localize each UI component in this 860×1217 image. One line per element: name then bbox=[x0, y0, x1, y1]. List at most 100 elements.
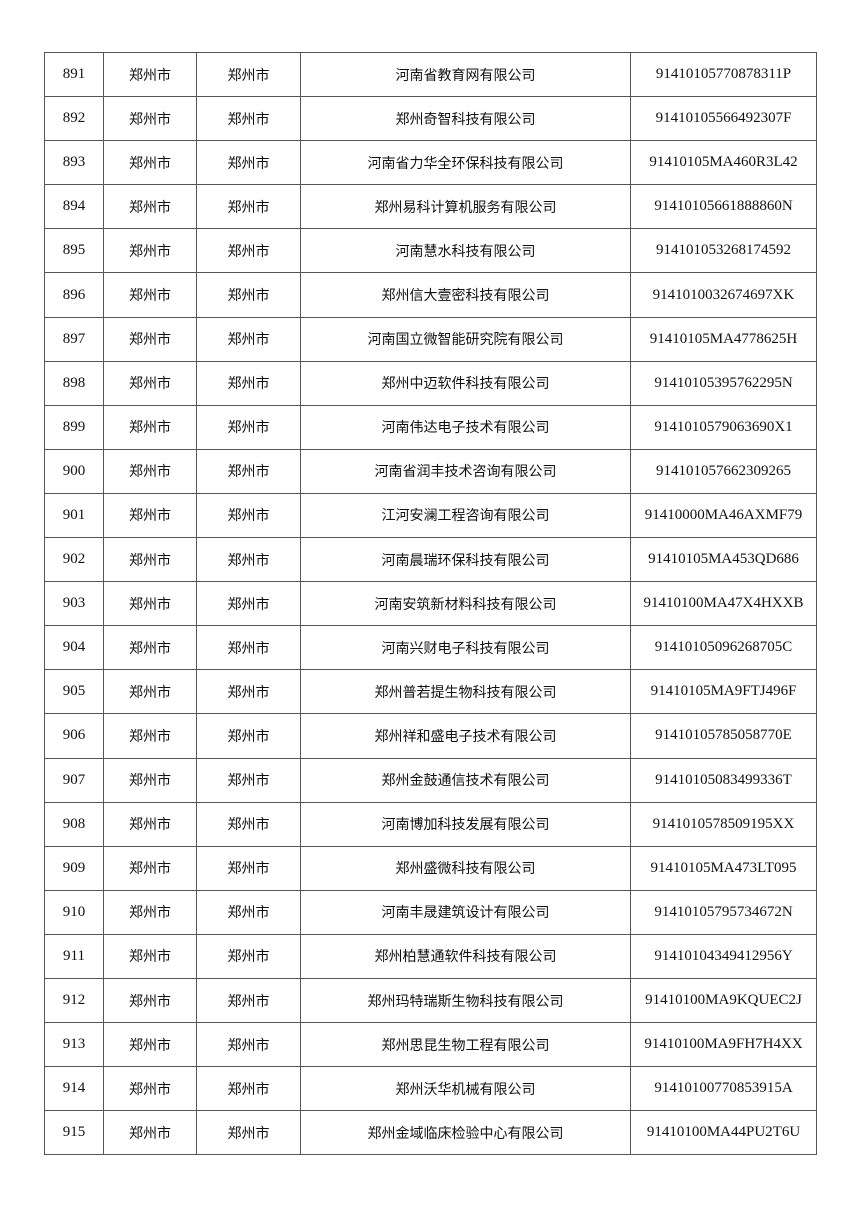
table-row: 909 郑州市 郑州市 郑州盛微科技有限公司 91410105MA473LT095 bbox=[44, 845, 817, 891]
row-number: 909 bbox=[44, 845, 104, 891]
city-cell: 郑州市 bbox=[103, 360, 197, 406]
city-cell: 郑州市 bbox=[103, 404, 197, 450]
district-cell: 郑州市 bbox=[196, 977, 301, 1024]
row-number: 893 bbox=[44, 140, 104, 186]
city-cell: 郑州市 bbox=[103, 977, 197, 1024]
row-number: 913 bbox=[44, 1022, 104, 1068]
row-number: 904 bbox=[44, 625, 104, 671]
district-cell: 郑州市 bbox=[196, 889, 301, 935]
district-cell: 郑州市 bbox=[196, 228, 301, 274]
city-cell: 郑州市 bbox=[103, 272, 197, 318]
table-row: 903 郑州市 郑州市 河南安筑新材料科技有限公司 91410100MA47X4HXXB bbox=[44, 581, 817, 627]
district-cell: 郑州市 bbox=[196, 1022, 301, 1068]
credit-code-cell: 9141010032674697XK bbox=[630, 272, 817, 318]
credit-code-cell: 91410105MA473LT095 bbox=[630, 845, 817, 891]
district-cell: 郑州市 bbox=[196, 448, 301, 494]
credit-code-cell: 91410105770878311P bbox=[630, 51, 817, 98]
city-cell: 郑州市 bbox=[103, 1066, 197, 1112]
company-name-cell: 河南博加科技发展有限公司 bbox=[300, 801, 631, 847]
credit-code-cell: 914101057662309265 bbox=[630, 448, 817, 494]
credit-code-cell: 91410100MA9KQUEC2J bbox=[630, 977, 817, 1024]
company-name-cell: 河南省润丰技术咨询有限公司 bbox=[300, 448, 631, 494]
credit-code-cell: 9141010578509195XX bbox=[630, 801, 817, 847]
credit-code-cell: 91410104349412956Y bbox=[630, 933, 817, 979]
company-name-cell: 郑州易科计算机服务有限公司 bbox=[300, 184, 631, 230]
district-cell: 郑州市 bbox=[196, 492, 301, 539]
row-number: 898 bbox=[44, 360, 104, 406]
credit-code-cell: 91410105096268705C bbox=[630, 625, 817, 671]
table-row: 898 郑州市 郑州市 郑州中迈软件科技有限公司 91410105395762295N bbox=[44, 360, 817, 406]
credit-code-cell: 91410105MA4778625H bbox=[630, 316, 817, 362]
table-row: 900 郑州市 郑州市 河南省润丰技术咨询有限公司 914101057662309265 bbox=[44, 448, 817, 494]
company-name-cell: 河南国立微智能研究院有限公司 bbox=[300, 316, 631, 362]
row-number: 895 bbox=[44, 228, 104, 274]
row-number: 903 bbox=[44, 581, 104, 627]
city-cell: 郑州市 bbox=[103, 51, 197, 98]
district-cell: 郑州市 bbox=[196, 537, 301, 583]
company-name-cell: 河南省力华全环保科技有限公司 bbox=[300, 140, 631, 186]
row-number: 894 bbox=[44, 184, 104, 230]
table-row: 905 郑州市 郑州市 郑州普若提生物科技有限公司 91410105MA9FTJ496F bbox=[44, 669, 817, 715]
row-number: 892 bbox=[44, 96, 104, 142]
company-name-cell: 河南丰晟建筑设计有限公司 bbox=[300, 889, 631, 935]
row-number: 897 bbox=[44, 316, 104, 362]
table-row: 914 郑州市 郑州市 郑州沃华机械有限公司 91410100770853915A bbox=[44, 1066, 817, 1112]
row-number: 900 bbox=[44, 448, 104, 494]
table-row: 892 郑州市 郑州市 郑州奇智科技有限公司 91410105566492307F bbox=[44, 96, 817, 142]
table-row: 894 郑州市 郑州市 郑州易科计算机服务有限公司 91410105661888860N bbox=[44, 184, 817, 230]
company-name-cell: 郑州盛微科技有限公司 bbox=[300, 845, 631, 891]
row-number: 896 bbox=[44, 272, 104, 318]
company-name-cell: 郑州思昆生物工程有限公司 bbox=[300, 1022, 631, 1068]
table-row: 899 郑州市 郑州市 河南伟达电子技术有限公司 9141010579063690X1 bbox=[44, 404, 817, 450]
row-number: 902 bbox=[44, 537, 104, 583]
credit-code-cell: 91410100770853915A bbox=[630, 1066, 817, 1112]
city-cell: 郑州市 bbox=[103, 140, 197, 186]
credit-code-cell: 91410100MA44PU2T6U bbox=[630, 1110, 817, 1156]
city-cell: 郑州市 bbox=[103, 801, 197, 847]
table-body: 891 郑州市 郑州市 河南省教育网有限公司 91410105770878311P 892… bbox=[44, 51, 817, 1156]
district-cell: 郑州市 bbox=[196, 184, 301, 230]
district-cell: 郑州市 bbox=[196, 316, 301, 362]
district-cell: 郑州市 bbox=[196, 625, 301, 671]
row-number: 906 bbox=[44, 713, 104, 759]
table-row: 906 郑州市 郑州市 郑州祥和盛电子技术有限公司 91410105785058770E bbox=[44, 713, 817, 759]
company-name-cell: 郑州金鼓通信技术有限公司 bbox=[300, 757, 631, 803]
table-row: 912 郑州市 郑州市 郑州玛特瑞斯生物科技有限公司 91410100MA9KQUEC2… bbox=[44, 977, 817, 1024]
company-name-cell: 郑州金域临床检验中心有限公司 bbox=[300, 1110, 631, 1156]
table-row: 910 郑州市 郑州市 河南丰晟建筑设计有限公司 91410105795734672N bbox=[44, 889, 817, 935]
district-cell: 郑州市 bbox=[196, 140, 301, 186]
table-row: 911 郑州市 郑州市 郑州柏慧通软件科技有限公司 91410104349412956Y bbox=[44, 933, 817, 979]
table-row: 915 郑州市 郑州市 郑州金域临床检验中心有限公司 91410100MA44PU2T6… bbox=[44, 1110, 817, 1156]
credit-code-cell: 91410100MA9FH7H4XX bbox=[630, 1022, 817, 1068]
city-cell: 郑州市 bbox=[103, 492, 197, 539]
credit-code-cell: 91410105MA453QD686 bbox=[630, 537, 817, 583]
credit-code-cell: 914101053268174592 bbox=[630, 228, 817, 274]
city-cell: 郑州市 bbox=[103, 669, 197, 715]
district-cell: 郑州市 bbox=[196, 845, 301, 891]
row-number: 907 bbox=[44, 757, 104, 803]
table-row: 913 郑州市 郑州市 郑州思昆生物工程有限公司 91410100MA9FH7H4XX bbox=[44, 1022, 817, 1068]
district-cell: 郑州市 bbox=[196, 933, 301, 979]
company-name-cell: 江河安澜工程咨询有限公司 bbox=[300, 492, 631, 539]
company-name-cell: 河南安筑新材料科技有限公司 bbox=[300, 581, 631, 627]
city-cell: 郑州市 bbox=[103, 1022, 197, 1068]
district-cell: 郑州市 bbox=[196, 713, 301, 759]
city-cell: 郑州市 bbox=[103, 228, 197, 274]
city-cell: 郑州市 bbox=[103, 184, 197, 230]
company-name-cell: 郑州中迈软件科技有限公司 bbox=[300, 360, 631, 406]
district-cell: 郑州市 bbox=[196, 360, 301, 406]
table-row: 893 郑州市 郑州市 河南省力华全环保科技有限公司 91410105MA460R3L4… bbox=[44, 140, 817, 186]
district-cell: 郑州市 bbox=[196, 669, 301, 715]
row-number: 901 bbox=[44, 492, 104, 539]
table-row: 901 郑州市 郑州市 江河安澜工程咨询有限公司 91410000MA46AXMF79 bbox=[44, 492, 817, 539]
city-cell: 郑州市 bbox=[103, 889, 197, 935]
city-cell: 郑州市 bbox=[103, 448, 197, 494]
company-name-cell: 郑州祥和盛电子技术有限公司 bbox=[300, 713, 631, 759]
credit-code-cell: 91410105785058770E bbox=[630, 713, 817, 759]
row-number: 914 bbox=[44, 1066, 104, 1112]
city-cell: 郑州市 bbox=[103, 625, 197, 671]
credit-code-cell: 91410105MA460R3L42 bbox=[630, 140, 817, 186]
credit-code-cell: 91410000MA46AXMF79 bbox=[630, 492, 817, 539]
row-number: 905 bbox=[44, 669, 104, 715]
district-cell: 郑州市 bbox=[196, 404, 301, 450]
